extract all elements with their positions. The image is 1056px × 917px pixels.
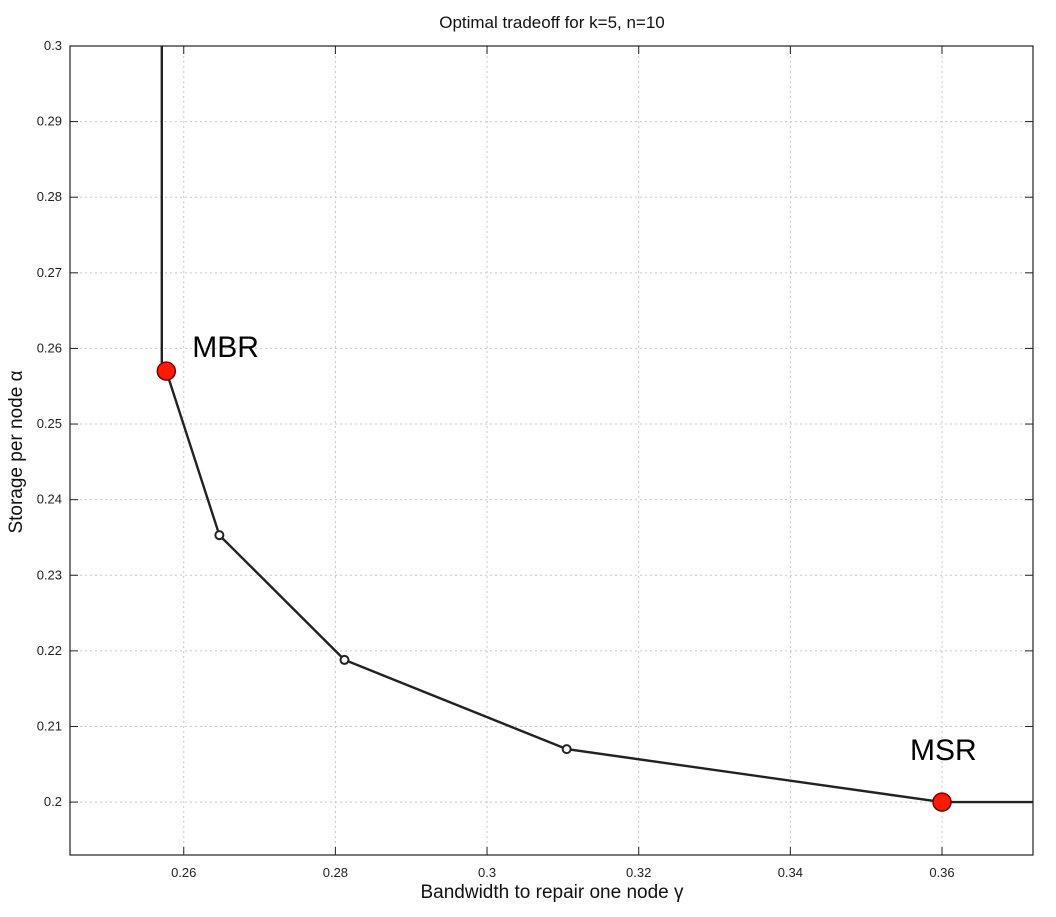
x-tick-label: 0.3 [478,865,496,880]
y-tick-label: 0.29 [37,114,62,129]
x-tick-label: 0.26 [171,865,196,880]
mbr-label: MBR [192,331,259,364]
y-tick-label: 0.25 [37,416,62,431]
msr-point-marker [932,792,952,812]
x-tick-label: 0.28 [323,865,348,880]
tradeoff-curve [160,46,1033,804]
x-tick-label: 0.32 [626,865,651,880]
marker-layer [156,361,952,812]
data-point-marker [339,654,350,665]
data-point-marker [561,744,572,755]
y-tick-label: 0.28 [37,189,62,204]
x-tick-label: 0.36 [929,865,954,880]
annotation-layer: MBR MSR [192,331,976,767]
x-axis-label: Bandwidth to repair one node γ [420,882,684,903]
data-point-marker [214,530,225,541]
plot-frame [69,45,1034,856]
y-tick-label: 0.21 [37,718,62,733]
grid-lines [70,45,1033,855]
chart-title: Optimal tradeoff for k=5, n=10 [439,13,665,32]
y-tick-label: 0.24 [37,492,62,507]
mbr-point-marker [156,361,177,381]
y-tick-label: 0.22 [37,643,62,658]
y-tick-label: 0.27 [37,265,62,280]
x-tick-label: 0.34 [778,865,803,880]
y-tick-label: 0.23 [37,567,62,582]
y-tick-label: 0.26 [37,340,62,355]
y-tick-label: 0.3 [44,38,62,53]
y-tick-label: 0.2 [44,794,62,809]
axis-ticks: 0.26 0.28 0.3 0.32 0.34 0.36 0.2 0.21 0.22 0.23 0.… [37,38,1033,880]
y-axis-label: Storage per node α [6,370,27,533]
series-layer [160,46,1033,804]
msr-label: MSR [910,734,977,767]
